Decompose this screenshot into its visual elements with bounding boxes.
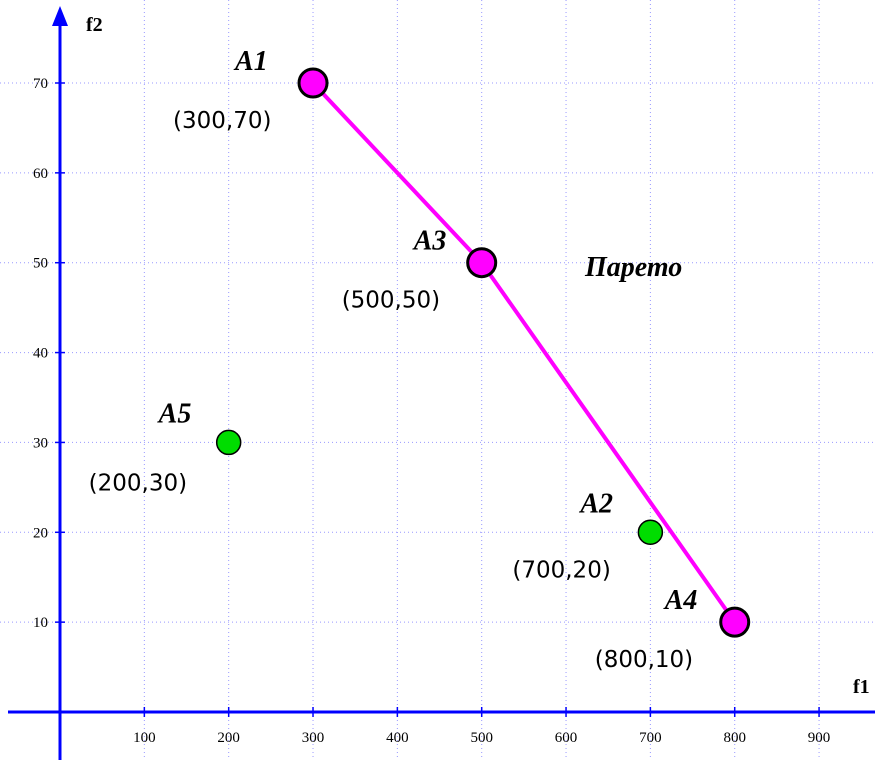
x-tick-label: 900 bbox=[808, 730, 831, 746]
y-axis-title: f2 bbox=[86, 14, 103, 36]
data-point-a5: A5 (200,30) bbox=[89, 398, 242, 496]
point-marker bbox=[637, 519, 664, 546]
point-label: A3 bbox=[412, 226, 447, 257]
y-tick-label: 30 bbox=[33, 435, 48, 451]
data-point-a1: A1 (300,70) bbox=[173, 46, 329, 134]
point-coord-label: (200,30) bbox=[89, 470, 187, 496]
point-label: A5 bbox=[157, 398, 192, 429]
pareto-label: Парето bbox=[584, 252, 682, 283]
y-tick-label: 20 bbox=[33, 525, 48, 541]
point-coord-label: (800,10) bbox=[595, 647, 693, 673]
point-coord-label: (300,70) bbox=[173, 108, 271, 134]
data-point-a4: A4 (800,10) bbox=[595, 585, 751, 673]
x-tick-label: 600 bbox=[555, 730, 578, 746]
point-marker bbox=[297, 67, 329, 99]
point-marker bbox=[215, 429, 242, 456]
data-point-a3: A3 (500,50) bbox=[342, 226, 498, 314]
y-tick-label: 10 bbox=[33, 615, 48, 631]
x-tick-label: 800 bbox=[723, 730, 746, 746]
x-tick-label: 200 bbox=[217, 730, 240, 746]
data-point-a2: A2 (700,20) bbox=[512, 488, 664, 583]
y-tick-label: 70 bbox=[33, 76, 48, 92]
point-label: A2 bbox=[578, 488, 613, 519]
point-label: A1 bbox=[233, 46, 268, 77]
axes: f1 f2 bbox=[8, 6, 875, 760]
x-tick-label: 700 bbox=[639, 730, 662, 746]
y-axis-arrow bbox=[52, 6, 68, 26]
y-tick-label: 60 bbox=[33, 166, 48, 182]
data-points: A1 (300,70) A2 (700,20) A3 (500,50) A4 (800,10)… bbox=[89, 46, 751, 673]
x-tick-label: 500 bbox=[470, 730, 493, 746]
ticks: 100 200 300 400 500 600 700 800 900 10 20 30 40 50 60 7… bbox=[33, 76, 830, 746]
x-tick-label: 100 bbox=[133, 730, 156, 746]
point-label: A4 bbox=[663, 585, 698, 616]
x-tick-label: 400 bbox=[386, 730, 409, 746]
point-marker bbox=[719, 606, 751, 638]
point-coord-label: (700,20) bbox=[512, 557, 610, 583]
y-tick-label: 40 bbox=[33, 346, 48, 362]
x-axis-title: f1 bbox=[853, 676, 870, 698]
point-coord-label: (500,50) bbox=[342, 288, 440, 314]
y-tick-label: 50 bbox=[33, 256, 48, 272]
point-marker bbox=[466, 247, 498, 279]
x-tick-label: 300 bbox=[302, 730, 325, 746]
